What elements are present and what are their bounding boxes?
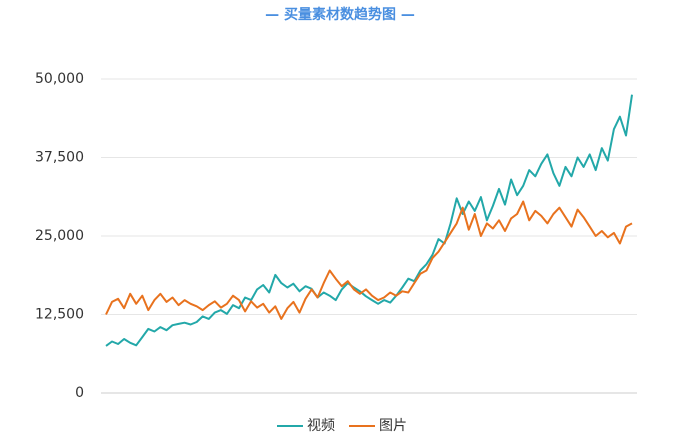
y-tick-label: 50,000 <box>35 71 84 87</box>
legend-label: 视频 <box>307 418 335 434</box>
y-tick-label: 25,000 <box>35 228 84 244</box>
y-tick-label: 12,500 <box>35 307 84 323</box>
y-tick-label: 0 <box>75 385 84 401</box>
series-line <box>105 94 633 347</box>
y-tick-label: 37,500 <box>35 150 84 166</box>
chart-title: — 买量素材数趋势图 — <box>265 6 415 23</box>
legend-label: 图片 <box>379 418 407 434</box>
series-line <box>105 200 633 320</box>
